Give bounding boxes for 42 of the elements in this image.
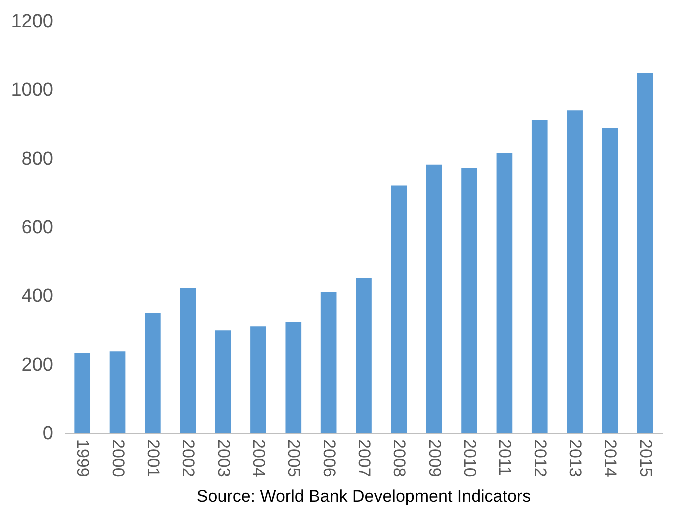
- bar: [356, 278, 372, 433]
- bar: [320, 292, 337, 433]
- bar: [602, 128, 618, 433]
- x-tick-label: 2009: [425, 440, 444, 478]
- y-tick-label: 800: [22, 148, 54, 170]
- bar: [215, 330, 232, 433]
- x-tick-label: 1999: [74, 440, 93, 478]
- x-tick-label: 2012: [530, 440, 550, 478]
- x-tick-label: 2014: [601, 440, 620, 478]
- x-tick-label: 2005: [284, 440, 304, 478]
- bar: [496, 154, 513, 433]
- bar: [391, 186, 408, 433]
- x-tick-label: 2011: [496, 440, 515, 476]
- x-tick-label: 2001: [144, 440, 163, 478]
- bar: [462, 168, 478, 433]
- bar: [532, 120, 548, 433]
- x-tick-label: 2010: [460, 440, 480, 478]
- y-tick-label: 1000: [11, 80, 54, 102]
- y-tick-label: 0: [42, 424, 54, 444]
- x-tick-label: 2013: [566, 440, 586, 478]
- y-tick-label: 600: [22, 218, 54, 238]
- bar: [250, 326, 266, 433]
- x-tick-label: 2000: [108, 440, 128, 478]
- y-tick-label: 1200: [11, 12, 54, 32]
- bar: [180, 288, 196, 433]
- x-tick-label: 2006: [320, 440, 339, 478]
- x-tick-label: 2015: [636, 440, 656, 478]
- y-tick-label: 400: [22, 286, 54, 308]
- x-tick-label: 2007: [355, 440, 374, 478]
- y-tick-label: 200: [22, 354, 54, 376]
- bar: [567, 110, 583, 433]
- bar: [286, 322, 302, 433]
- bar: [145, 313, 161, 433]
- bar: [426, 164, 442, 433]
- bar: [110, 352, 126, 433]
- bar: [74, 353, 91, 433]
- x-tick-label: 2008: [390, 440, 410, 478]
- bar: [637, 73, 654, 433]
- x-tick-label: 2004: [249, 440, 268, 478]
- x-tick-label: 2002: [179, 440, 198, 478]
- x-tick-label: 2003: [214, 440, 234, 478]
- source-note: Source: World Bank Development Indicators: [196, 486, 532, 506]
